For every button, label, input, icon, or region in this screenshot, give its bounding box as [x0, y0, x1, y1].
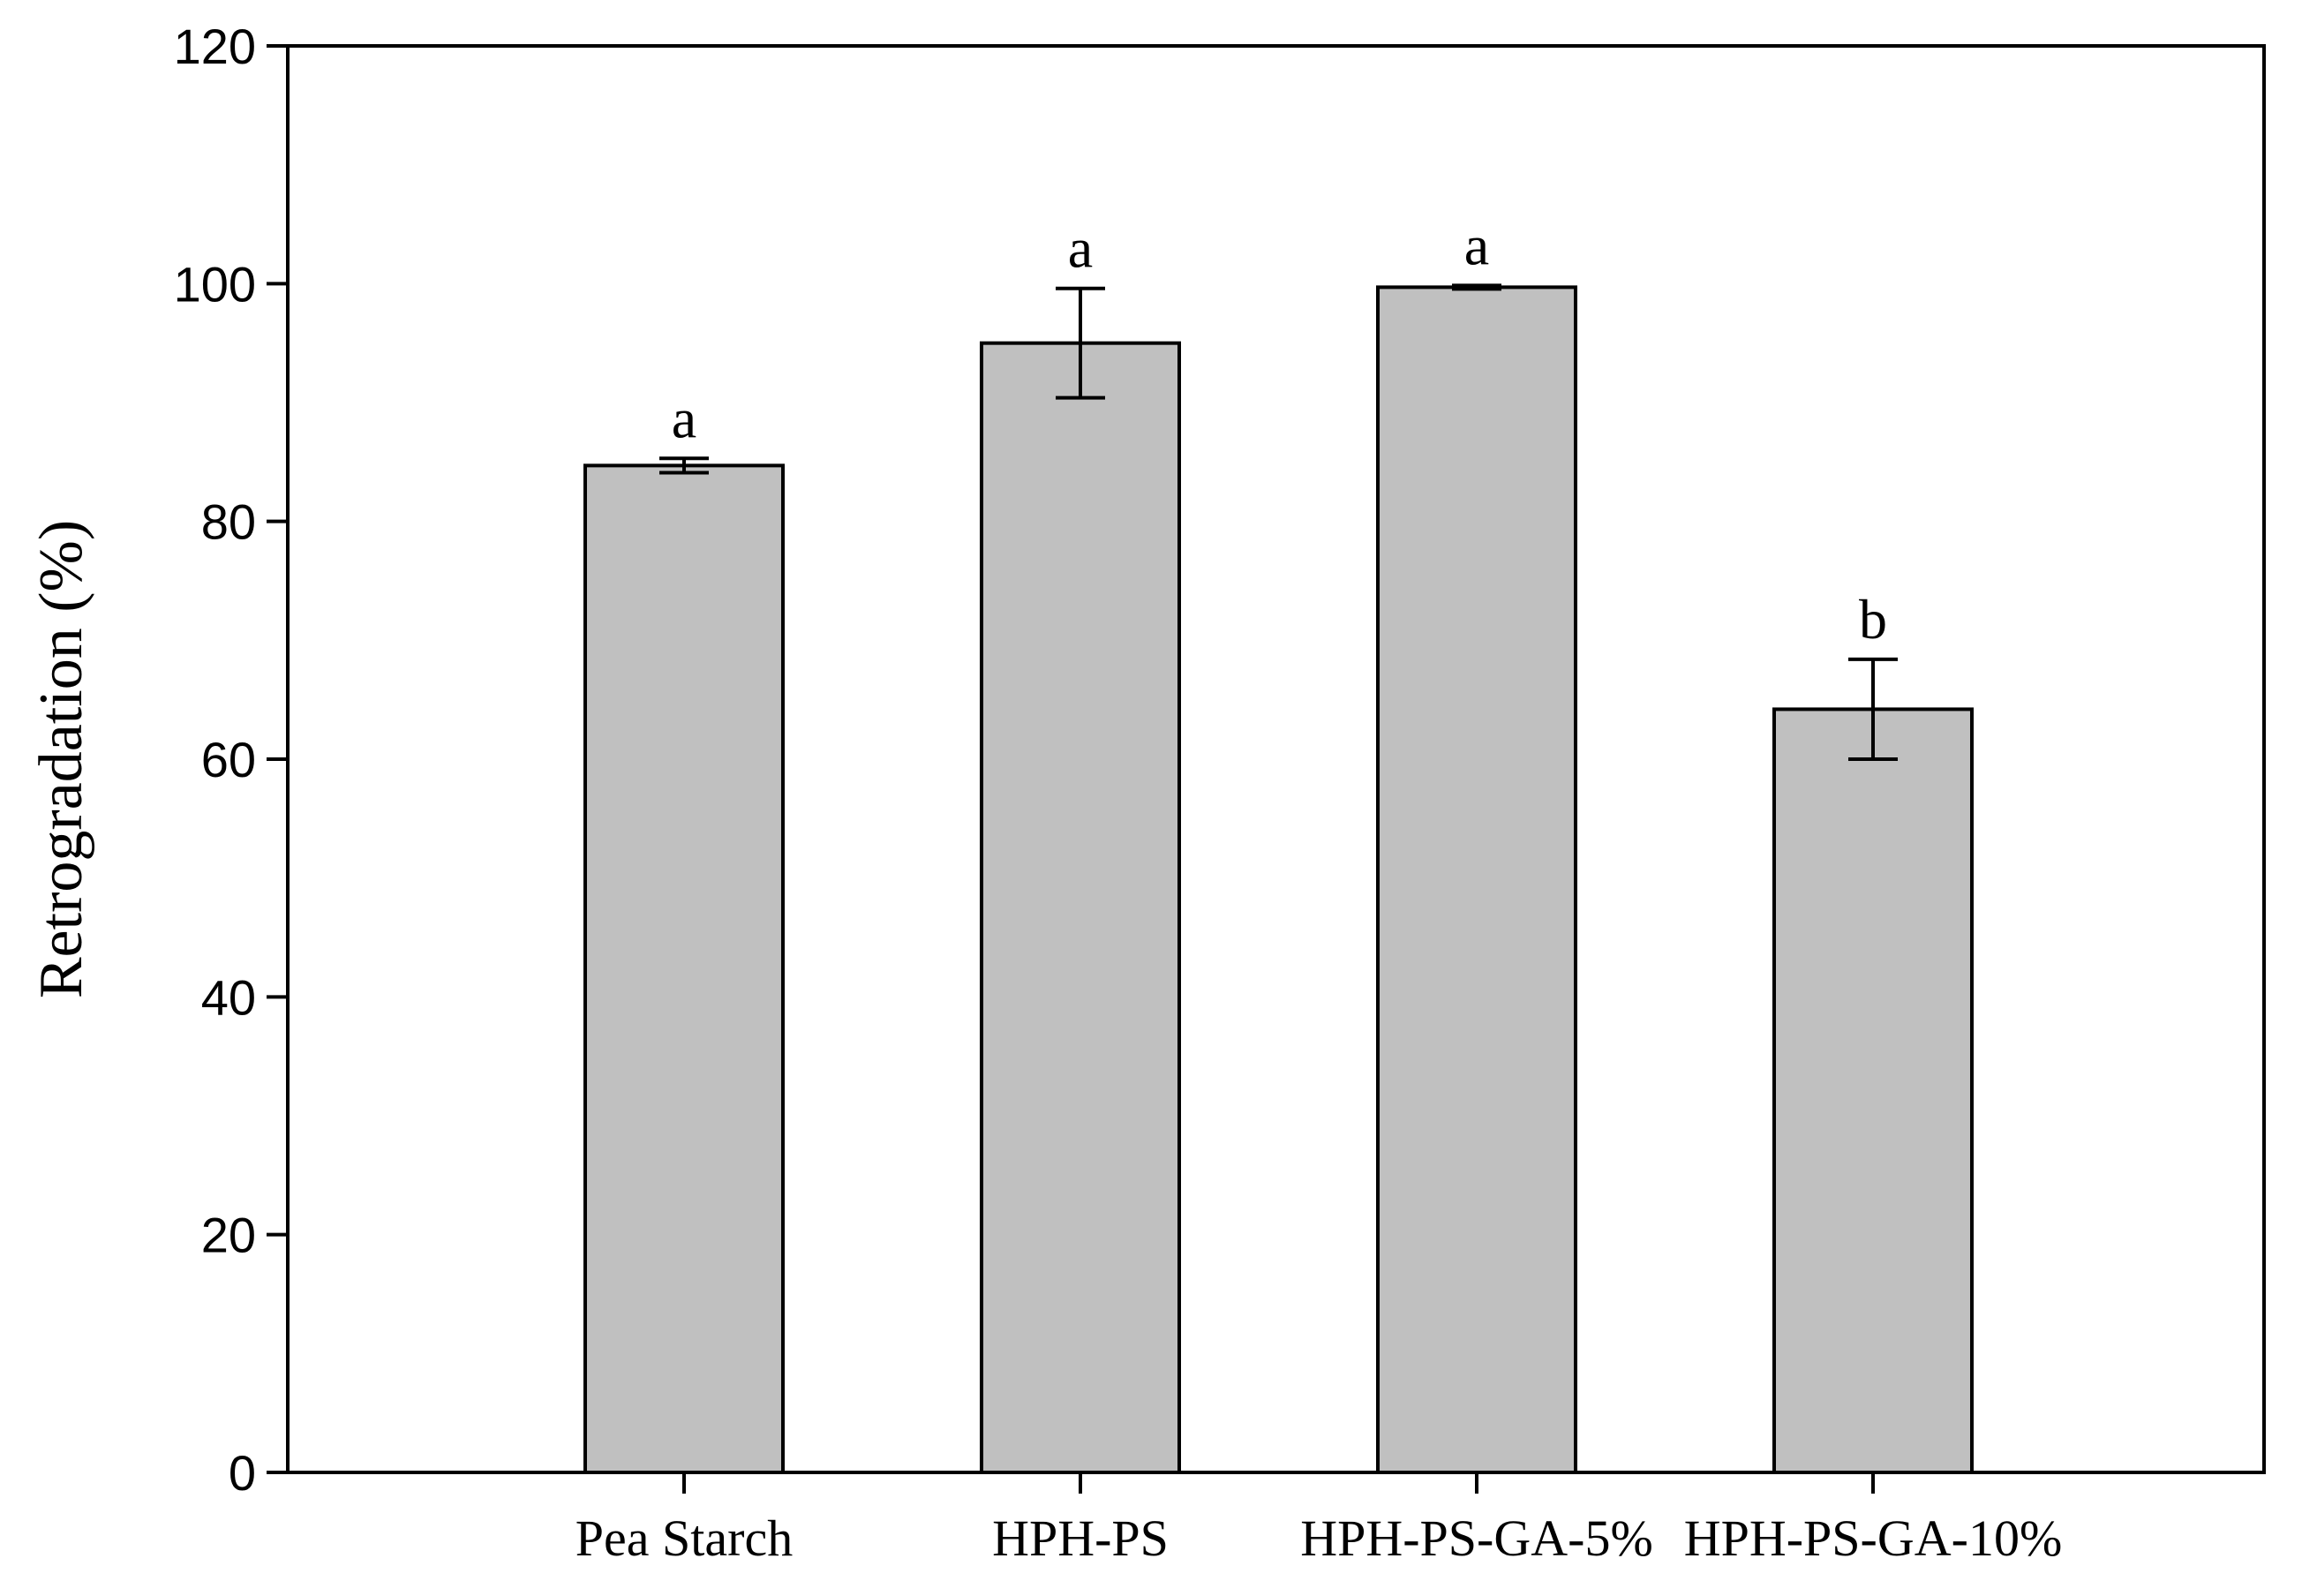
y-tick-label: 120 [174, 19, 256, 74]
significance-label: a [1464, 214, 1489, 276]
y-tick-label: 60 [201, 732, 256, 787]
bars-group [583, 285, 1974, 1475]
error-bar [1848, 657, 1898, 761]
y-tick-label: 0 [229, 1445, 256, 1501]
x-category-label: HPH-PS-GA-10% [1684, 1509, 2063, 1567]
error-bar [1056, 286, 1105, 400]
y-tick-label: 20 [201, 1208, 256, 1263]
x-category-label: HPH-PS-GA-5% [1300, 1509, 1653, 1567]
bar [1376, 285, 1577, 1475]
error-bars-group [659, 283, 1898, 761]
significance-label: a [1068, 217, 1093, 280]
significance-label: b [1859, 588, 1887, 651]
y-ticks-group: 0 20 40 60 80 100 120 [174, 19, 288, 1501]
plot-frame [286, 44, 2266, 1474]
x-category-label: Pea Starch [576, 1509, 793, 1567]
bar [583, 463, 785, 1475]
y-tick-label: 40 [201, 969, 256, 1025]
x-ticks-group: Pea Starch HPH-PS HPH-PS-GA-5% HPH-PS-GA-10… [576, 1472, 2063, 1567]
bar [980, 341, 1181, 1475]
y-axis-label: Retrogradation (%) [27, 520, 95, 998]
x-category-label: HPH-PS [992, 1509, 1169, 1567]
y-tick-label: 100 [174, 256, 256, 312]
significance-labels-group: a a a b [672, 214, 1887, 651]
error-bar [1452, 283, 1501, 291]
y-tick-label: 80 [201, 494, 256, 550]
significance-label: a [672, 387, 696, 449]
bar [1772, 707, 1974, 1474]
error-bar [659, 456, 709, 475]
